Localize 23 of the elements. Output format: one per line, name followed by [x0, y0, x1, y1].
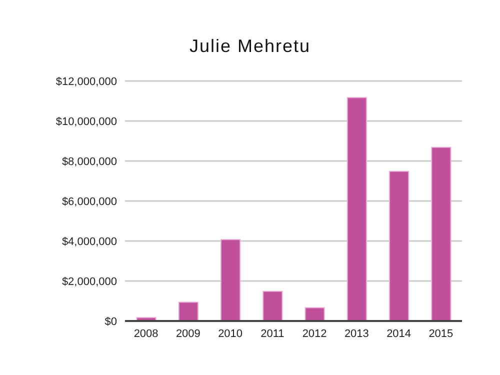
- x-tick-label: 2012: [302, 328, 327, 340]
- y-tick-label: $2,000,000: [62, 276, 117, 288]
- bar: [346, 97, 367, 321]
- y-tick-label: $4,000,000: [62, 236, 117, 248]
- x-tick-label: 2015: [428, 328, 454, 340]
- y-tick-label: $0: [104, 316, 117, 328]
- x-tick-label: 2013: [344, 328, 369, 340]
- bar: [262, 290, 283, 321]
- y-tick-label: $8,000,000: [62, 156, 117, 168]
- bar: [304, 307, 325, 321]
- x-tick-label: 2008: [134, 328, 158, 340]
- bar: [220, 239, 241, 321]
- x-tick-label: 2010: [218, 328, 243, 340]
- y-tick-label: $10,000,000: [56, 116, 117, 128]
- bar: [431, 146, 452, 321]
- chart-title: Julie Mehretu: [188, 35, 312, 58]
- bar: [178, 302, 198, 321]
- x-tick-label: 2014: [386, 328, 412, 340]
- bar: [389, 170, 410, 321]
- x-tick-label: 2009: [176, 328, 200, 340]
- x-tick-label: 2011: [260, 328, 284, 340]
- y-tick-label: $12,000,000: [56, 76, 117, 88]
- y-tick-label: $6,000,000: [62, 196, 117, 208]
